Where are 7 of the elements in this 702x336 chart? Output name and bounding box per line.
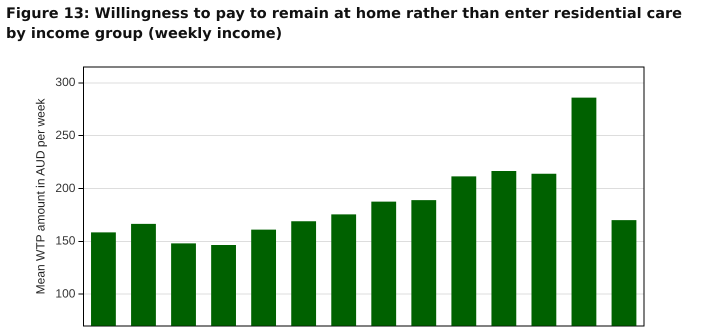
y-tick-label: 250 — [55, 128, 76, 142]
chart-title: Figure 13: Willingness to pay to remain at home rather than enter residential care by income group (weekly income) — [6, 5, 683, 44]
y-tick-label: 150 — [55, 234, 76, 248]
y-tick-label: 100 — [55, 286, 76, 300]
y-tick-label: 200 — [55, 180, 76, 195]
y-tick-label: 300 — [55, 75, 76, 90]
y-axis-title: Mean WTP amount in AUD per week — [34, 97, 48, 294]
